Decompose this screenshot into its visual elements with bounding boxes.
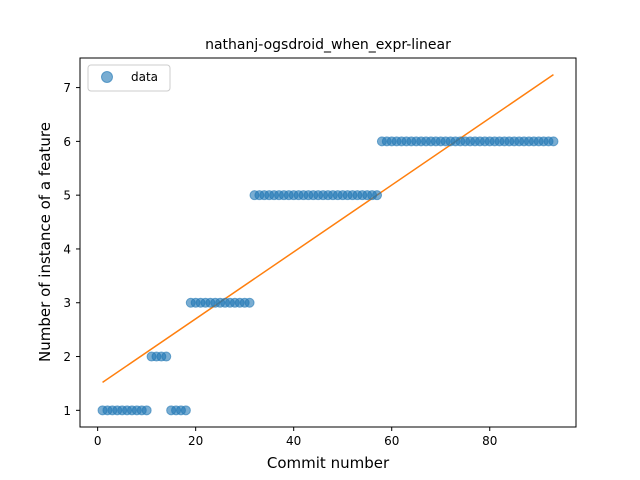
legend-marker-data bbox=[101, 71, 113, 83]
y-tick-label: 7 bbox=[63, 81, 71, 95]
x-tick-label: 80 bbox=[482, 434, 497, 448]
y-tick-label: 5 bbox=[63, 189, 71, 203]
x-tick-label: 20 bbox=[188, 434, 203, 448]
data-point bbox=[161, 351, 172, 362]
data-point bbox=[244, 297, 255, 308]
data-point bbox=[141, 405, 152, 416]
x-axis-label: Commit number bbox=[267, 454, 390, 472]
x-tick-label: 60 bbox=[384, 434, 399, 448]
y-axis-ticks: 1 2 3 4 5 6 7 bbox=[63, 81, 80, 418]
y-tick-label: 3 bbox=[63, 296, 71, 310]
y-tick-label: 6 bbox=[63, 135, 71, 149]
legend-label-data: data bbox=[131, 70, 158, 84]
data-point bbox=[548, 136, 559, 147]
data-points-layer bbox=[97, 136, 559, 416]
y-tick-label: 1 bbox=[63, 404, 71, 418]
fit-line bbox=[102, 74, 554, 383]
y-tick-label: 4 bbox=[63, 242, 71, 256]
x-axis-ticks: 0 20 40 60 80 bbox=[94, 427, 497, 448]
data-point bbox=[372, 190, 383, 201]
legend: data bbox=[87, 64, 171, 92]
chart-title: nathanj-ogsdroid_when_expr-linear bbox=[205, 37, 451, 53]
y-axis-label: Number of instance of a feature bbox=[36, 122, 54, 362]
y-tick-label: 2 bbox=[63, 350, 71, 364]
x-tick-label: 0 bbox=[94, 434, 102, 448]
fit-line-layer bbox=[102, 74, 554, 383]
x-tick-label: 40 bbox=[286, 434, 301, 448]
plot-frame bbox=[79, 57, 577, 428]
data-point bbox=[180, 405, 191, 416]
